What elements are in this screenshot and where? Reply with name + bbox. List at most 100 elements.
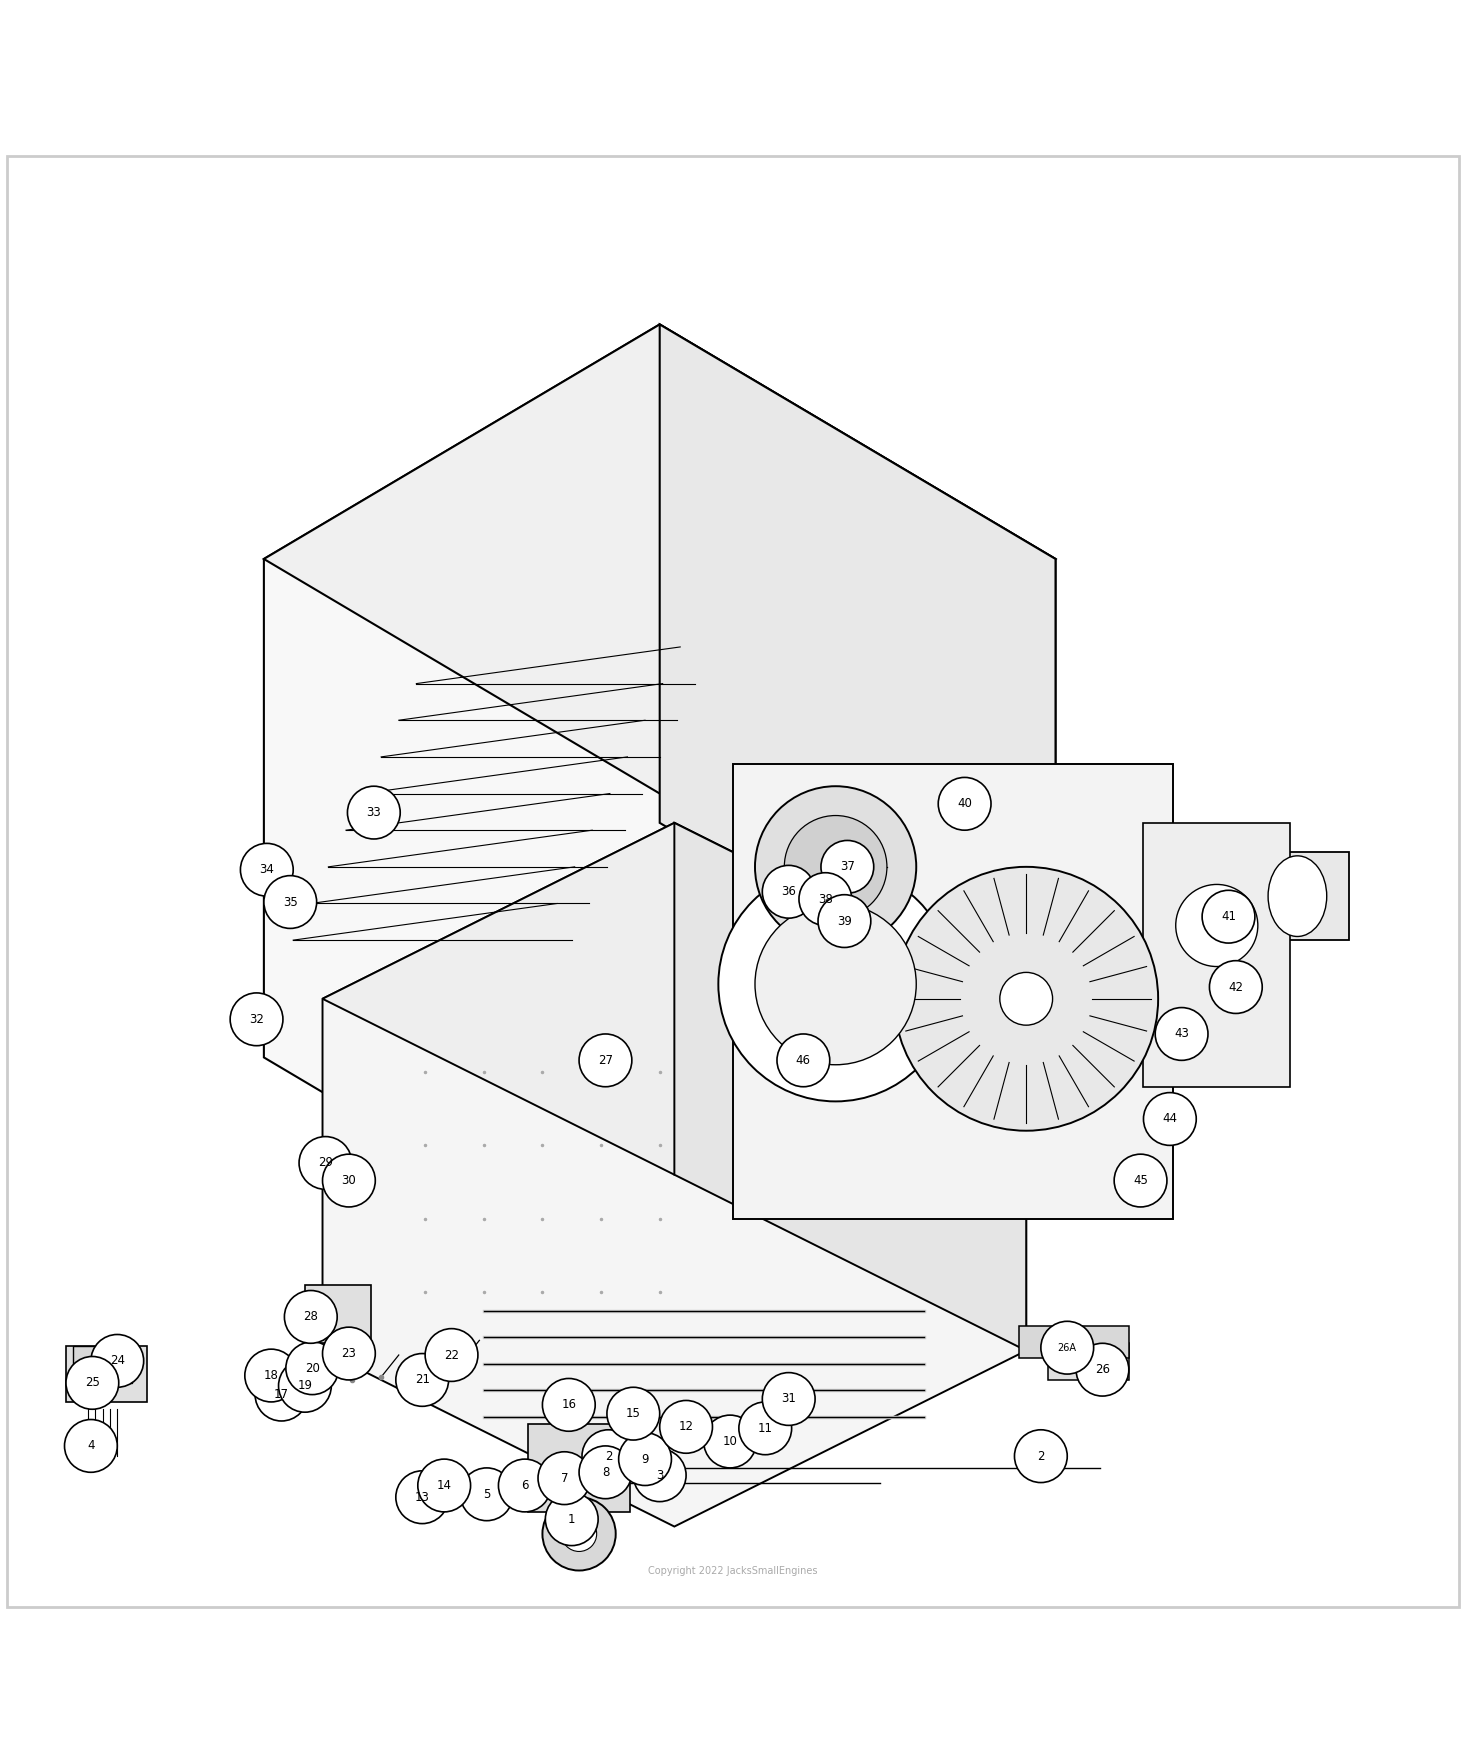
Text: 2: 2 [604, 1449, 613, 1463]
Circle shape [821, 841, 874, 894]
Text: 11: 11 [758, 1421, 773, 1435]
Circle shape [545, 1493, 598, 1546]
Text: 22: 22 [444, 1349, 459, 1361]
Text: 2: 2 [1036, 1449, 1045, 1463]
Circle shape [1114, 1155, 1167, 1208]
Circle shape [718, 867, 953, 1102]
Text: 31: 31 [781, 1393, 796, 1405]
Text: 9: 9 [641, 1453, 649, 1465]
Text: 12: 12 [679, 1421, 693, 1433]
Circle shape [418, 1460, 471, 1513]
Text: 18: 18 [264, 1370, 279, 1382]
Circle shape [777, 1033, 830, 1086]
Circle shape [633, 1449, 686, 1502]
Circle shape [299, 1137, 352, 1190]
Text: 37: 37 [840, 860, 855, 873]
Polygon shape [323, 823, 1026, 1174]
Ellipse shape [1268, 855, 1327, 936]
Circle shape [323, 1328, 375, 1380]
Circle shape [1014, 1430, 1067, 1483]
Circle shape [347, 786, 400, 839]
Text: 44: 44 [1163, 1112, 1177, 1125]
Polygon shape [674, 823, 1026, 1350]
Circle shape [66, 1356, 119, 1409]
Text: 46: 46 [796, 1054, 811, 1067]
Circle shape [784, 816, 887, 919]
Circle shape [542, 1379, 595, 1432]
Circle shape [1076, 1343, 1129, 1396]
Text: 4: 4 [86, 1439, 95, 1453]
Circle shape [1143, 1093, 1196, 1146]
FancyBboxPatch shape [305, 1285, 371, 1343]
Text: 14: 14 [437, 1479, 452, 1491]
Polygon shape [1246, 852, 1349, 940]
Circle shape [1041, 1320, 1094, 1373]
Text: 1: 1 [567, 1513, 576, 1525]
Text: 36: 36 [781, 885, 796, 899]
Text: 20: 20 [305, 1361, 320, 1375]
Text: 24: 24 [110, 1354, 125, 1368]
Text: 25: 25 [85, 1377, 100, 1389]
FancyBboxPatch shape [1019, 1326, 1129, 1358]
Circle shape [739, 1402, 792, 1454]
Circle shape [579, 1446, 632, 1499]
Circle shape [396, 1354, 449, 1407]
Circle shape [323, 1155, 375, 1208]
Text: 39: 39 [837, 915, 852, 927]
Circle shape [279, 1359, 331, 1412]
Text: 19: 19 [298, 1379, 312, 1393]
Circle shape [396, 1470, 449, 1523]
Circle shape [755, 786, 916, 947]
Text: 34: 34 [259, 864, 274, 876]
Circle shape [65, 1419, 117, 1472]
Circle shape [538, 1451, 591, 1504]
Text: 35: 35 [283, 896, 298, 908]
Text: 40: 40 [957, 797, 972, 811]
FancyBboxPatch shape [73, 1347, 132, 1382]
Polygon shape [733, 763, 1173, 1218]
Circle shape [245, 1349, 298, 1402]
Circle shape [1202, 890, 1255, 943]
Text: 27: 27 [598, 1054, 613, 1067]
Polygon shape [323, 823, 1026, 1527]
Text: 3: 3 [655, 1469, 664, 1481]
Text: SMALL ENGINES: SMALL ENGINES [671, 970, 795, 984]
Text: 41: 41 [1221, 910, 1236, 924]
FancyBboxPatch shape [1048, 1343, 1129, 1380]
Circle shape [542, 1497, 616, 1571]
Circle shape [755, 903, 916, 1065]
Text: 17: 17 [274, 1387, 289, 1402]
Text: 10: 10 [723, 1435, 737, 1447]
Circle shape [264, 876, 317, 929]
Circle shape [579, 1033, 632, 1086]
Circle shape [582, 1430, 635, 1483]
Circle shape [286, 1342, 339, 1395]
Text: 7: 7 [560, 1472, 569, 1484]
Text: 38: 38 [818, 892, 833, 906]
Text: 43: 43 [1174, 1028, 1189, 1040]
Text: 23: 23 [342, 1347, 356, 1359]
Circle shape [1000, 973, 1053, 1024]
Circle shape [799, 873, 852, 926]
Text: 33: 33 [366, 806, 381, 820]
Circle shape [1155, 1008, 1208, 1060]
Circle shape [619, 1433, 671, 1486]
Polygon shape [1143, 823, 1290, 1086]
Text: 29: 29 [318, 1157, 333, 1169]
Circle shape [284, 1291, 337, 1343]
Circle shape [425, 1329, 478, 1382]
Text: 13: 13 [415, 1491, 430, 1504]
Text: 8: 8 [601, 1465, 610, 1479]
Circle shape [230, 993, 283, 1045]
Circle shape [607, 1387, 660, 1440]
Text: 26A: 26A [1058, 1343, 1076, 1352]
Circle shape [460, 1469, 513, 1521]
Circle shape [91, 1335, 144, 1387]
FancyBboxPatch shape [66, 1347, 147, 1402]
Text: 5: 5 [482, 1488, 491, 1500]
Circle shape [818, 894, 871, 947]
Text: 32: 32 [249, 1012, 264, 1026]
Circle shape [1209, 961, 1262, 1014]
Text: 30: 30 [342, 1174, 356, 1186]
Circle shape [938, 777, 991, 830]
